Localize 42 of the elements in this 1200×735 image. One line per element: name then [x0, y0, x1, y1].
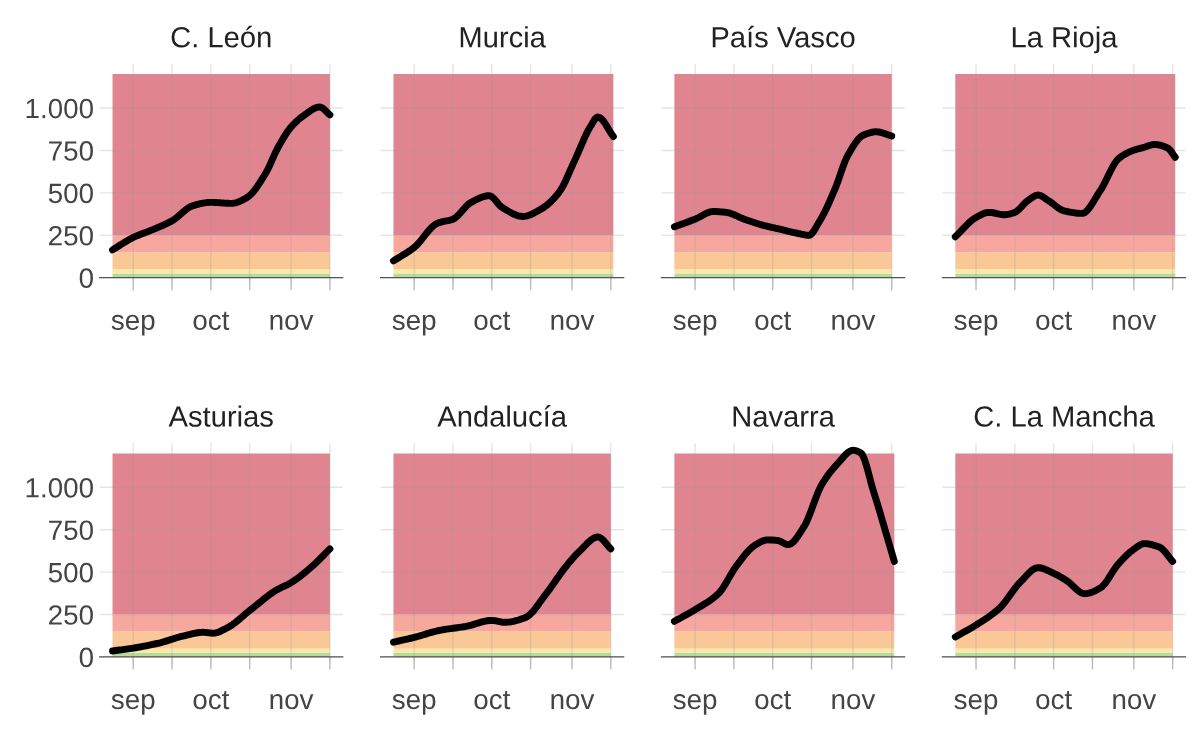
- chart-title: La Rioja: [1012, 26, 1118, 54]
- x-tick-label: oct: [1036, 311, 1072, 331]
- y-tick-label: 500: [48, 183, 93, 204]
- x-tick-label: sep: [111, 314, 155, 336]
- chart-title: País Vasco: [712, 25, 855, 48]
- x-tick-label: nov: [832, 694, 876, 710]
- chart-title: C. León: [171, 25, 271, 48]
- x-tick-label: nov: [270, 314, 314, 331]
- x-tick-label: sep: [673, 694, 717, 715]
- x-tick-label: nov: [551, 314, 595, 331]
- x-tick-label: oct: [474, 311, 511, 331]
- x-tick-label: oct: [1036, 691, 1072, 710]
- x-tick-label: sep: [392, 694, 436, 715]
- chart-title: Asturias: [168, 405, 273, 427]
- y-tick-label: 500: [48, 562, 93, 583]
- x-tick-label: sep: [392, 314, 436, 336]
- x-tick-label: sep: [673, 314, 717, 336]
- x-tick-label: nov: [1113, 314, 1157, 331]
- y-tick-label: 0: [79, 647, 93, 668]
- x-tick-label: oct: [193, 691, 230, 710]
- y-tick-label: 1.000: [26, 477, 93, 498]
- x-tick-label: sep: [954, 694, 998, 715]
- chart-title: C. La Mancha: [974, 405, 1155, 427]
- x-tick-label: oct: [755, 311, 792, 331]
- y-tick-label: 750: [49, 520, 93, 541]
- y-tick-label: 250: [49, 225, 93, 246]
- x-tick-label: sep: [111, 694, 155, 715]
- chart-title: Andalucía: [437, 405, 567, 427]
- chart-title: Navarra: [733, 406, 835, 427]
- y-tick-label: 1.000: [26, 98, 93, 119]
- y-tick-label: 0: [79, 268, 93, 288]
- y-tick-label: 250: [49, 605, 93, 625]
- x-tick-label: oct: [193, 311, 230, 331]
- x-tick-label: nov: [270, 694, 314, 710]
- x-tick-label: nov: [832, 314, 876, 331]
- x-tick-label: oct: [755, 691, 792, 710]
- x-tick-label: nov: [1113, 694, 1157, 710]
- x-tick-label: sep: [954, 314, 998, 336]
- y-tick-label: 750: [49, 141, 93, 161]
- chart-title: Murcia: [460, 26, 546, 48]
- x-tick-label: oct: [474, 691, 511, 710]
- x-tick-label: nov: [551, 694, 595, 710]
